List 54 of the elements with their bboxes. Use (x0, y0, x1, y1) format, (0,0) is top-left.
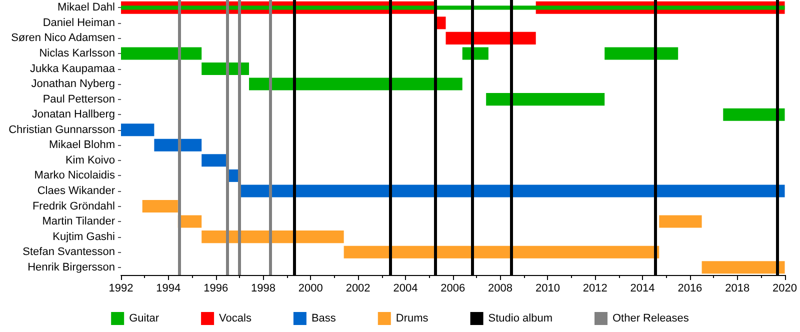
bar (344, 246, 660, 258)
y-tick-label: Jonatan Hallberg (32, 108, 115, 121)
y-tick-label: Paul Petterson (42, 93, 115, 106)
y-tick-label: Marko Nicolaidis (34, 170, 116, 182)
y-tick-label: Jonathan Nyberg (31, 78, 115, 90)
bar (436, 16, 446, 30)
y-tick-label: Henrik Birgersson (28, 261, 115, 274)
y-tick-label: Mikael Dahl (58, 2, 115, 14)
x-tick-label: 2012 (582, 282, 608, 294)
x-tick-label: 2004 (393, 282, 418, 294)
x-tick-label: 2020 (772, 282, 798, 294)
y-tick-label: Christian Gunnarsson (8, 124, 115, 136)
bar (240, 184, 785, 198)
y-tick-label: Søren Nico Adamsen (11, 32, 115, 44)
x-tick-label: 2010 (535, 282, 560, 294)
bar (121, 124, 154, 136)
x-tick-label: 2016 (678, 282, 702, 294)
legend-label: Drums (396, 312, 429, 324)
y-tick-label: Martin Tilander (42, 216, 116, 228)
y-tick-label: Fredrik Gröndahl (32, 200, 115, 212)
bar (121, 47, 202, 60)
legend-label: Studio album (488, 312, 553, 324)
y-tick-label: Kim Koivo (65, 154, 115, 166)
x-tick-label: 1996 (204, 282, 228, 294)
y-tick-label: Mikael Blohm (48, 139, 115, 152)
bar (604, 47, 678, 60)
x-tick-label: 2002 (346, 282, 370, 294)
bar (142, 200, 178, 213)
bar (202, 154, 228, 167)
legend-label: Vocals (219, 312, 252, 324)
x-tick-label: 2000 (298, 282, 323, 294)
legend-label: Bass (311, 312, 336, 324)
bar (446, 32, 536, 44)
y-tick-label: Daniel Heiman (42, 16, 115, 29)
bar (486, 93, 605, 106)
bar (659, 215, 702, 228)
x-tick-label: 2006 (440, 282, 466, 294)
x-tick-label: 2018 (725, 282, 750, 294)
bar (249, 78, 462, 90)
bar (702, 261, 785, 274)
y-tick-label: Claes Wikander (37, 184, 116, 197)
y-tick-label: Jukka Kaupamaa (30, 62, 116, 75)
y-tick-label: Stefan Svantesson (22, 246, 115, 258)
legend-label: Other Releases (612, 312, 690, 324)
x-tick-label: 1992 (108, 282, 134, 294)
legend-label: Guitar (129, 312, 160, 324)
y-tick-label: Niclas Karlsson (39, 47, 115, 60)
bar (723, 108, 785, 121)
x-tick-label: 2014 (630, 282, 655, 294)
y-tick-label: Kujtim Gashi (52, 230, 115, 243)
x-tick-label: 1998 (250, 282, 276, 294)
x-tick-label: 2008 (488, 282, 513, 294)
x-tick-label: 1994 (156, 282, 181, 294)
bar (154, 138, 202, 152)
